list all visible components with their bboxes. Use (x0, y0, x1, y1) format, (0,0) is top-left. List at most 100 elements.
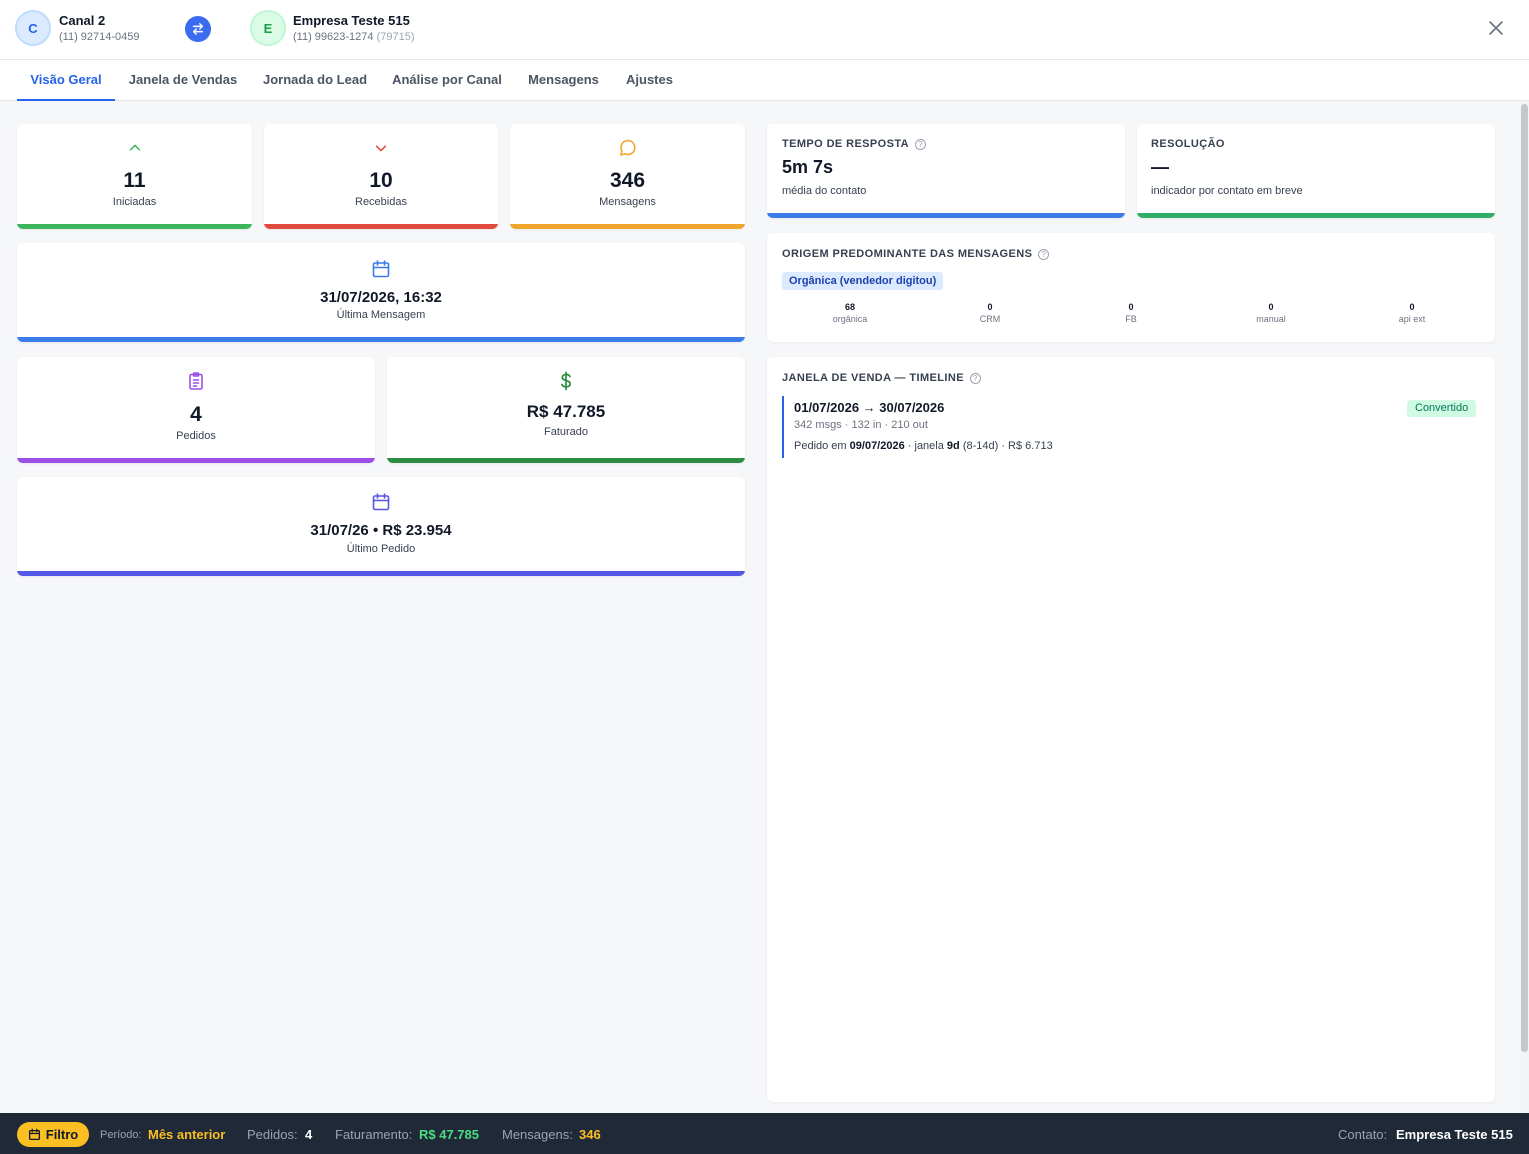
origin-count: 0 api ext (1362, 302, 1462, 324)
contact-phone-right-number: (11) 99623-1274 (293, 31, 374, 43)
section-title: ORIGEM PREDOMINANTE DAS MENSAGENS ? (782, 248, 1050, 260)
status-badge: Convertido (1407, 400, 1477, 417)
stat-card-ultima-mensagem: 31/07/2026, 16:32 Última Mensagem (17, 243, 745, 342)
stat-value: 346 (609, 169, 646, 192)
stat-bar (17, 224, 252, 229)
stat-bar (264, 224, 498, 229)
section-title-text: ORIGEM PREDOMINANTE DAS MENSAGENS (782, 248, 1033, 260)
origin-count-value: 68 (844, 302, 855, 312)
avatar: E (250, 10, 286, 46)
tab-visao-geral[interactable]: Visão Geral (17, 60, 115, 101)
tab-analise-por-canal[interactable]: Análise por Canal (392, 72, 502, 87)
header: C Canal 2 (11) 92714-0459 E Empresa Test… (0, 0, 1529, 60)
tab-janela-de-vendas[interactable]: Janela de Vendas (128, 72, 238, 87)
origin-count-label: CRM (979, 314, 1001, 324)
help-circle-icon[interactable]: ? (1038, 248, 1050, 260)
stat-card-recebidas: 10 Recebidas (264, 124, 498, 229)
contact-name-right: Empresa Teste 515 (293, 13, 410, 28)
stat-value: 31/07/26 • R$ 23.954 (310, 522, 452, 539)
tempo-resposta-card: TEMPO DE RESPOSTA ? 5m 7s média do conta… (767, 124, 1125, 218)
stat-label: Recebidas (355, 196, 407, 208)
stat-value: 10 (369, 169, 393, 192)
stat-value: 31/07/2026, 16:32 (320, 289, 442, 306)
stat-card-mensagens: 346 Mensagens (510, 124, 745, 229)
stat-card-faturado: R$ 47.785 Faturado (387, 357, 745, 463)
faturamento-label: Faturamento: (335, 1127, 413, 1142)
timeline-order-mid: · janela (904, 440, 947, 452)
stat-value: 4 (190, 403, 202, 426)
stat-card-pedidos: 4 Pedidos (17, 357, 375, 463)
help-circle-icon[interactable]: ? (969, 372, 981, 384)
origem-card: ORIGEM PREDOMINANTE DAS MENSAGENS ? Orgâ… (767, 233, 1495, 342)
filter-label: Filtro (45, 1127, 79, 1142)
dollar-icon (387, 371, 745, 391)
origin-count: 0 manual (1221, 302, 1321, 324)
stat-label: Iniciadas (112, 196, 157, 208)
section-title: JANELA DE VENDA — TIMELINE ? (782, 372, 981, 384)
stat-bar (17, 337, 745, 342)
section-title-text: JANELA DE VENDA — TIMELINE (782, 372, 964, 384)
origin-count-label: FB (1125, 314, 1137, 324)
origin-count: 0 FB (1081, 302, 1181, 324)
calendar-icon (28, 1128, 40, 1141)
scrollbar-thumb[interactable] (1521, 104, 1528, 1052)
tab-ajustes[interactable]: Ajustes (626, 72, 673, 87)
tab-mensagens[interactable]: Mensagens (528, 72, 599, 87)
resolucao-card: RESOLUÇÃO — indicador por contato em bre… (1137, 124, 1495, 218)
section-title-text: TEMPO DE RESPOSTA (782, 138, 909, 150)
stat-bar (17, 458, 375, 463)
help-circle-icon[interactable]: ? (915, 138, 926, 150)
periodo-label: Período: (100, 1129, 142, 1141)
card-bar (767, 213, 1125, 218)
tab-jornada-do-lead[interactable]: Jornada do Lead (262, 72, 368, 87)
pedidos-label: Pedidos: (247, 1127, 298, 1142)
origin-count-value: 0 (987, 302, 993, 312)
stat-bar (17, 571, 745, 576)
stat-label: Faturado (543, 426, 589, 438)
contact-name-left: Canal 2 (59, 13, 106, 28)
origin-count-value: 0 (1268, 302, 1274, 312)
stat-card-ultimo-pedido: 31/07/26 • R$ 23.954 Último Pedido (17, 477, 745, 576)
filter-button[interactable]: Filtro (17, 1122, 89, 1147)
calendar-icon (17, 492, 745, 512)
origin-count-label: api ext (1398, 314, 1426, 324)
origin-count-label: manual (1256, 314, 1286, 324)
contact-code: (79715) (376, 31, 415, 43)
timeline-order-suffix: (8-14d) · R$ 6.713 (959, 440, 1053, 452)
origin-badge: Orgânica (vendedor digitou) (782, 272, 944, 290)
origin-count-label: orgânica (832, 314, 868, 324)
origin-count-value: 0 (1409, 302, 1415, 312)
timeline-sub: 342 msgs · 132 in · 210 out (794, 419, 928, 431)
stat-label: Última Mensagem (336, 309, 426, 321)
contato-label: Contato: (1338, 1127, 1388, 1142)
calendar-icon (17, 259, 745, 279)
stat-card-iniciadas: 11 Iniciadas (17, 124, 252, 229)
origin-count-value: 0 (1128, 302, 1134, 312)
tab-bar: Visão Geral Janela de Vendas Jornada do … (0, 60, 1529, 101)
footer-bar: Filtro Período: Mês anterior Pedidos: 4 … (0, 1113, 1529, 1154)
chevron-up-icon (17, 141, 252, 155)
section-title: RESOLUÇÃO (1151, 138, 1225, 150)
timeline-card: JANELA DE VENDA — TIMELINE ? 01/07/2026 … (767, 357, 1495, 1102)
timeline-line (782, 396, 784, 458)
stat-value: 11 (123, 169, 146, 192)
timeline-range: 01/07/2026 → 30/07/2026 (794, 400, 945, 415)
stat-label: Último Pedido (346, 543, 416, 555)
faturamento-value: R$ 47.785 (419, 1127, 479, 1142)
mensagens-label: Mensagens: (502, 1127, 573, 1142)
response-time-sub: média do contato (782, 185, 867, 197)
stat-label: Mensagens (599, 196, 656, 208)
response-time-value: 5m 7s (782, 157, 834, 177)
timeline-order-window: 9d (946, 440, 960, 452)
origin-count: 0 CRM (940, 302, 1040, 324)
contact-phone-right: (11) 99623-1274 (79715) (293, 31, 415, 43)
swap-arrows-icon[interactable] (185, 16, 211, 42)
section-title: TEMPO DE RESPOSTA ? (782, 138, 926, 150)
close-icon[interactable] (1484, 16, 1508, 40)
card-bar (1137, 213, 1495, 218)
chat-bubble-icon (510, 138, 745, 158)
mensagens-value: 346 (579, 1127, 601, 1142)
chevron-down-icon (264, 141, 498, 155)
contact-phone-left: (11) 92714-0459 (59, 31, 140, 43)
resolution-sub: indicador por contato em breve (1151, 185, 1303, 197)
